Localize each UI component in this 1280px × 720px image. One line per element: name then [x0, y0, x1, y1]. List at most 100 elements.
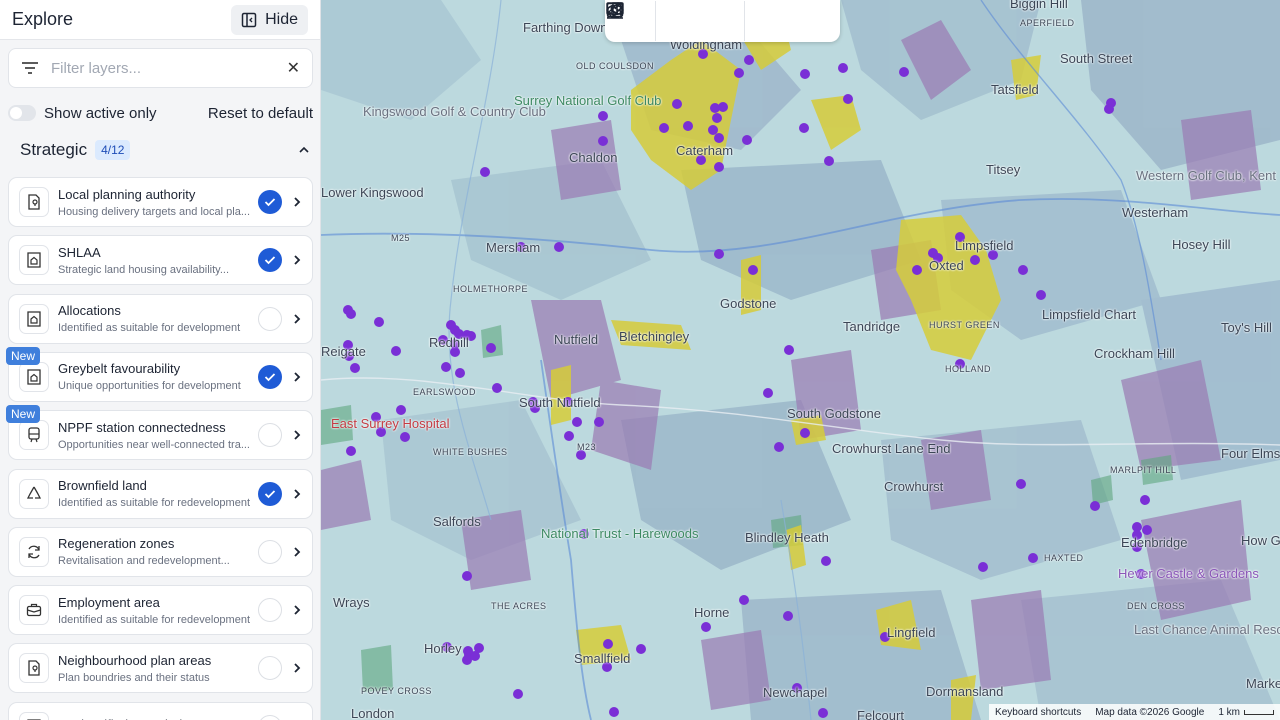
refresh-icon	[19, 536, 49, 567]
map-label: Salfords	[433, 514, 481, 529]
map-label: Nutfield	[554, 332, 599, 347]
show-active-label: Show active only	[44, 104, 157, 122]
map-scale: 1 km	[1218, 707, 1274, 718]
map-label: Biggin Hill	[1010, 0, 1068, 11]
map-label: Horley	[424, 641, 462, 656]
layer-text: Regeneration zones Revitalisation and red…	[58, 536, 250, 567]
layer-card[interactable]: New NPPF station connectedness Opportuniti…	[6, 405, 313, 461]
map-label: Smallfield	[574, 651, 631, 666]
layer-title: Local planning authority	[58, 186, 196, 202]
layer-subtitle: Identified as suitable for redevelopment	[58, 613, 250, 626]
monitor-icon	[606, 2, 624, 18]
layer-card[interactable]: SHLAA Strategic land housing availability…	[8, 235, 313, 286]
map-canvas[interactable]: Biggin Hill APERFIELD South Street Tatsf…	[321, 0, 1280, 720]
new-badge: New	[6, 346, 41, 365]
show-active-toggle[interactable]	[8, 105, 36, 121]
map-label: APERFIELD	[1020, 18, 1075, 28]
map-label: Lingfield	[887, 625, 936, 640]
briefcase-icon	[19, 595, 49, 626]
chevron-right-icon[interactable]	[292, 546, 302, 558]
map-label: Bletchingley	[619, 329, 690, 344]
layer-card[interactable]: Declassified greenbelt	[8, 701, 313, 720]
chevron-right-icon[interactable]	[292, 604, 302, 616]
map-footer: Keyboard shortcuts Map data ©2026 Google…	[989, 704, 1280, 720]
chevron-right-icon[interactable]	[292, 488, 302, 500]
map-label: HAXTED	[1044, 553, 1084, 563]
map-pin-doc-icon	[19, 653, 49, 684]
house-doc-icon	[19, 245, 49, 276]
layer-title: NPPF station connectedness	[58, 419, 226, 435]
layer-checkbox[interactable]	[258, 539, 282, 564]
map-label: South Godstone	[787, 406, 881, 421]
monitor-button[interactable]	[606, 2, 829, 37]
map-label: Western Golf Club, Kent	[1136, 168, 1276, 183]
chevron-right-icon[interactable]	[292, 371, 302, 383]
hide-sidebar-button[interactable]: Hide	[231, 4, 308, 35]
map-label: South Street	[1060, 51, 1133, 66]
layer-card[interactable]: Brownfield land Identified as suitable fo…	[8, 468, 313, 519]
section-title: Strategic	[20, 140, 88, 159]
chevron-right-icon[interactable]	[292, 313, 302, 325]
image-button[interactable]	[606, 2, 789, 37]
chevron-up-icon[interactable]	[298, 146, 310, 154]
map-label: Felcourt	[857, 708, 904, 720]
section-strategic-header[interactable]: Strategic 4/12	[20, 138, 310, 162]
house-doc-icon	[19, 711, 49, 720]
map-label: Tatsfield	[991, 82, 1039, 97]
layer-checkbox[interactable]	[258, 364, 282, 389]
map-label: HOLLAND	[945, 364, 992, 374]
map-label: Tandridge	[843, 319, 901, 334]
site-marker-layer	[343, 49, 1152, 718]
map-label: Titsey	[986, 162, 1021, 177]
map-label: WHITE BUSHES	[433, 447, 508, 457]
chevron-right-icon[interactable]	[292, 196, 302, 208]
map-label: Reigate	[321, 344, 366, 359]
layer-checkbox[interactable]	[258, 248, 282, 273]
map-label: South Nutfield	[519, 395, 601, 410]
layer-title: Neighbourhood plan areas	[58, 652, 212, 668]
layer-checkbox[interactable]	[258, 306, 282, 331]
layer-card[interactable]: Neighbourhood plan areas Plan boundries a…	[8, 643, 313, 694]
map-label: THE ACRES	[491, 601, 547, 611]
recycle-icon	[19, 478, 49, 509]
layer-card[interactable]: Employment area Identified as suitable fo…	[8, 585, 313, 636]
map-label: Mersham	[486, 240, 541, 255]
layer-card[interactable]: New Greybelt favourability Unique opportun…	[6, 346, 313, 402]
layer-subtitle: Identified as suitable for redevelopment	[58, 497, 250, 509]
visibility-button[interactable]	[606, 4, 700, 37]
layer-text: SHLAA Strategic land housing availability…	[58, 245, 250, 276]
map-label: Newchapel	[763, 685, 828, 700]
map-label: OLD COULSDON	[576, 61, 655, 71]
layer-checkbox[interactable]	[258, 481, 282, 506]
layer-card[interactable]: Allocations Identified as suitable for de…	[8, 293, 313, 344]
layer-checkbox[interactable]	[258, 656, 282, 681]
layer-checkbox[interactable]	[258, 714, 282, 720]
map-label: Surrey National Golf Club	[514, 93, 662, 108]
map-label: Hever Castle & Gardens	[1118, 566, 1259, 581]
layer-title: Regeneration zones	[58, 536, 175, 552]
reset-to-default-button[interactable]: Reset to default	[207, 104, 313, 122]
map-label: HOLMETHORPE	[453, 284, 529, 294]
chevron-right-icon[interactable]	[292, 254, 302, 266]
map-label: Four Elms	[1221, 446, 1280, 461]
map-label: HURST GREEN	[929, 320, 1000, 330]
layer-title: Greybelt favourability	[58, 361, 181, 377]
map-label: POVEY CROSS	[361, 686, 432, 696]
chevron-right-icon[interactable]	[292, 429, 302, 441]
layer-card[interactable]: Local planning authority Housing delivery…	[8, 177, 313, 227]
filter-layers-input[interactable]	[51, 59, 287, 77]
layer-card[interactable]: Regeneration zones Revitalisation and red…	[8, 526, 313, 577]
measure-button[interactable]	[607, 2, 740, 37]
layer-text: Local planning authority Housing delivery…	[58, 187, 250, 218]
map-label: Crowhurst	[884, 479, 944, 494]
map-label: East Surrey Hospital	[331, 416, 450, 431]
keyboard-shortcuts-link[interactable]: Keyboard shortcuts	[995, 706, 1082, 718]
chevron-right-icon[interactable]	[292, 662, 302, 674]
layer-checkbox[interactable]	[258, 598, 282, 623]
map-label: Dormansland	[926, 684, 1004, 699]
layer-subtitle: Strategic land housing availability...	[58, 263, 230, 276]
layer-checkbox[interactable]	[258, 423, 282, 448]
map-label: Edenbridge	[1121, 535, 1188, 550]
layer-checkbox[interactable]	[258, 190, 282, 214]
clear-filter-icon[interactable]: ✕	[286, 60, 300, 77]
